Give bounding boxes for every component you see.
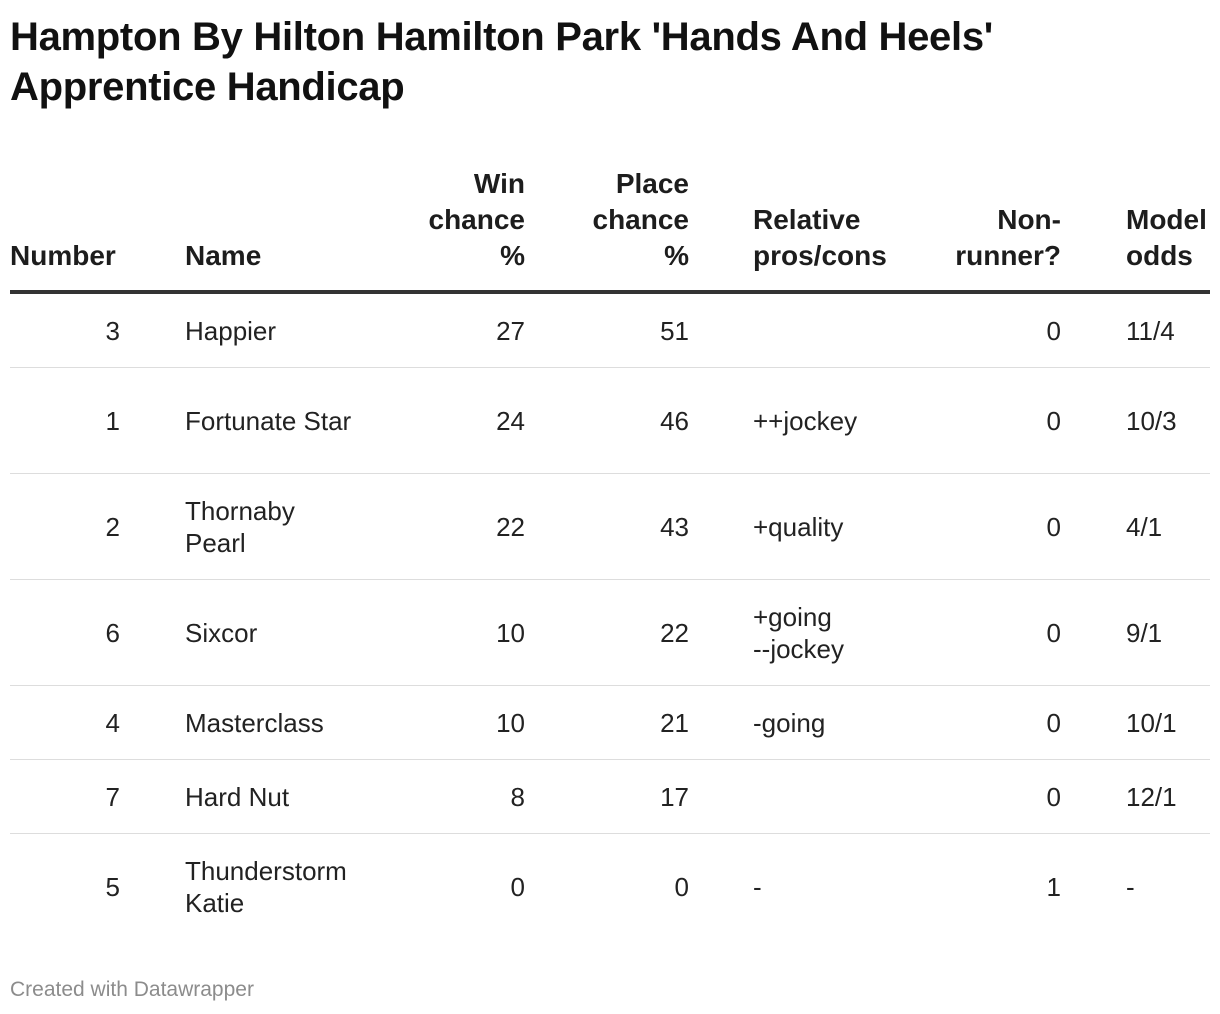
cell-number: 4	[10, 685, 120, 760]
cell-win: 10	[356, 579, 525, 686]
cell-name: Thunderstorm Katie	[185, 855, 347, 918]
cell-place: 22	[525, 579, 689, 686]
header-name[interactable]: Name	[120, 166, 356, 294]
header-place-chance[interactable]: Place chance %	[525, 166, 689, 294]
cell-odds: 12/1	[1061, 759, 1210, 834]
pros-cons-line: ++jockey	[753, 405, 858, 436]
cell-odds: -	[1126, 871, 1135, 902]
cell-pros-cons: +quality	[689, 473, 913, 580]
chart-title: Hampton By Hilton Hamilton Park 'Hands A…	[10, 15, 993, 109]
cell-win: 8	[356, 759, 525, 834]
header-number[interactable]: Number	[10, 166, 120, 294]
table-row: 7 Hard Nut 8 17 0 12/1	[10, 759, 1210, 834]
cell-win: 24	[356, 367, 525, 474]
cell-non-runner: 0	[913, 367, 1061, 474]
header-pros-cons[interactable]: Relative pros/cons	[689, 166, 913, 294]
cell-non-runner: 0	[913, 579, 1061, 686]
cell-pros-cons: -	[689, 834, 913, 940]
cell-place: 51	[525, 292, 689, 368]
cell-place: 21	[525, 685, 689, 760]
race-table: Number Name Win chance % Place chance % …	[10, 166, 1210, 939]
cell-place: 17	[525, 759, 689, 834]
table-row: 4 Masterclass 10 21 -going 0 10/1	[10, 685, 1210, 760]
cell-pros-cons	[689, 759, 913, 834]
cell-odds: 10/1	[1061, 685, 1210, 760]
cell-pros-cons: -going	[689, 685, 913, 760]
table-row: 5 Thunderstorm Katie 0 0 - 1 -	[10, 834, 1210, 940]
pros-cons-line: -going	[753, 707, 826, 738]
cell-odds: 10/3	[1061, 367, 1210, 474]
cell-number: 1	[10, 367, 120, 474]
cell-non-runner: 0	[913, 759, 1061, 834]
cell-name: Hard Nut	[120, 759, 356, 834]
cell-win: 22	[356, 473, 525, 580]
cell-number: 3	[10, 292, 120, 368]
pros-cons-line: +quality	[753, 511, 844, 542]
cell-name: Masterclass	[120, 685, 356, 760]
header-non-runner[interactable]: Non-runner?	[913, 166, 1061, 294]
cell-number: 5	[105, 871, 120, 902]
cell-odds: 4/1	[1061, 473, 1210, 580]
pros-cons-line: +going	[753, 601, 832, 632]
cell-pros-cons	[689, 292, 913, 368]
pros-cons-line: --jockey	[753, 633, 845, 664]
header-win-chance[interactable]: Win chance %	[356, 166, 525, 294]
cell-place: 43	[525, 473, 689, 580]
cell-place: 46	[525, 367, 689, 474]
table-row: 2 Thornaby Pearl 22 43 +quality 0 4/1	[10, 473, 1210, 580]
cell-odds: 11/4	[1061, 292, 1210, 368]
cell-non-runner: 0	[913, 685, 1061, 760]
cell-pros-cons: +going --jockey	[689, 579, 913, 686]
table-row: 1 Fortunate Star 24 46 ++jockey 0 10/3	[10, 367, 1210, 474]
cell-name: Fortunate Star	[120, 367, 356, 474]
cell-pros-cons: ++jockey	[689, 367, 913, 474]
table-row: 3 Happier 27 51 0 11/4	[10, 292, 1210, 368]
footer-credit: Created with Datawrapper	[10, 978, 254, 1001]
cell-number: 2	[10, 473, 120, 580]
table-header-row: Number Name Win chance % Place chance % …	[10, 166, 1210, 294]
cell-number: 7	[10, 759, 120, 834]
table-row: 6 Sixcor 10 22 +going --jockey 0 9/1	[10, 579, 1210, 686]
cell-win: 27	[356, 292, 525, 368]
cell-win: 10	[356, 685, 525, 760]
cell-place: 0	[674, 871, 689, 902]
cell-name: Sixcor	[120, 579, 356, 686]
cell-non-runner: 0	[913, 292, 1061, 368]
cell-odds: 9/1	[1061, 579, 1210, 686]
cell-non-runner: 0	[913, 473, 1061, 580]
cell-name: Thornaby Pearl	[120, 473, 356, 580]
cell-non-runner: 1	[1046, 871, 1061, 902]
cell-win: 0	[510, 871, 525, 902]
header-model-odds[interactable]: Model odds	[1061, 166, 1210, 294]
cell-name: Happier	[120, 292, 356, 368]
cell-number: 6	[10, 579, 120, 686]
pros-cons-line: -	[753, 871, 762, 902]
